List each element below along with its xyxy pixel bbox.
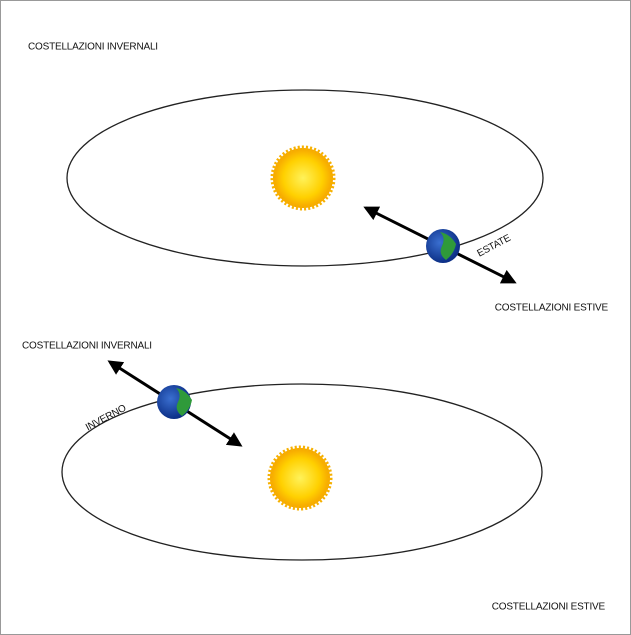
diagram: COSTELLAZIONI INVERNALI ESTATE COSTELLAZ… xyxy=(0,0,631,635)
top-label: COSTELLAZIONI INVERNALI xyxy=(28,42,158,53)
top-label: COSTELLAZIONI INVERNALI xyxy=(22,341,152,352)
frame xyxy=(1,1,631,635)
bottom-label: COSTELLAZIONI ESTIVE xyxy=(492,602,606,613)
bottom-label: COSTELLAZIONI ESTIVE xyxy=(495,303,609,314)
sun xyxy=(273,148,333,208)
sun xyxy=(270,448,330,508)
